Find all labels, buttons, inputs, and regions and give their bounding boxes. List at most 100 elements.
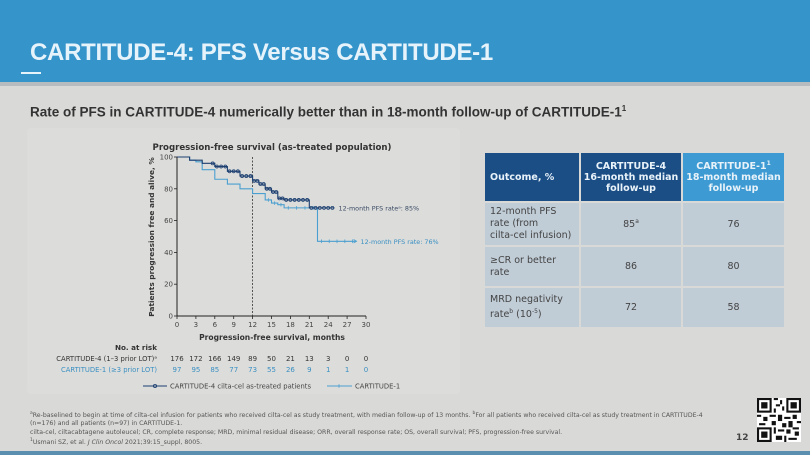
risk-value: 95 xyxy=(191,366,200,374)
x-tick-label: 27 xyxy=(343,321,352,329)
footnote-marker: b xyxy=(472,411,476,416)
censor-marker xyxy=(261,182,266,186)
qr-code-icon[interactable] xyxy=(757,398,801,442)
x-tick-label: 30 xyxy=(362,321,371,329)
censor-marker xyxy=(210,161,215,166)
censor-marker xyxy=(292,198,297,202)
censor-marker xyxy=(255,178,260,183)
label-line: cilta-cel infusion) xyxy=(490,230,572,241)
risk-value: 0 xyxy=(364,366,368,374)
header-line: follow-up xyxy=(606,182,656,194)
risk-value: 9 xyxy=(307,366,311,374)
censor-marker xyxy=(280,196,285,201)
header-cartitude-4: CARTITUDE-4 16-month median follow-up xyxy=(581,153,681,201)
x-tick-label: 3 xyxy=(194,321,198,329)
slide-subtitle: Rate of PFS in CARTITUDE-4 numerically b… xyxy=(30,104,626,120)
risk-value: 97 xyxy=(173,366,182,374)
label-line: rate (from xyxy=(490,218,539,229)
footnote-text: Re-baselined to begin at time of cilta-c… xyxy=(32,412,473,420)
header-line: CARTITUDE-4 xyxy=(595,160,667,172)
risk-value: 1 xyxy=(345,366,349,374)
risk-value: 21 xyxy=(286,355,295,363)
slide-title: CARTITUDE-4: PFS Versus CARTITUDE-1 xyxy=(30,39,493,66)
footnote-marker: 1 xyxy=(30,437,33,443)
reference-authors: Usmani SZ, et al. xyxy=(32,439,88,447)
risk-value: 149 xyxy=(227,355,240,363)
censor-marker xyxy=(296,198,301,202)
reference-journal: J Clin Oncol xyxy=(87,439,123,447)
cartitude-1-value: 76 xyxy=(683,203,784,245)
censor-marker xyxy=(227,169,232,174)
risk-value: 89 xyxy=(248,355,257,363)
x-tick-label: 6 xyxy=(213,321,218,329)
risk-value: 1 xyxy=(326,366,330,374)
chart-panel xyxy=(27,128,460,394)
subtitle-reference: 1 xyxy=(621,104,627,113)
censor-marker xyxy=(240,174,245,178)
footnote-text: For all patients who received cilta-cel … xyxy=(475,412,703,420)
outcomes-table: Outcome, % CARTITUDE-4 16-month median fol… xyxy=(483,151,786,329)
x-tick-label: 21 xyxy=(305,321,314,329)
header-line: follow-up xyxy=(708,183,759,195)
risk-value: 172 xyxy=(189,355,202,363)
y-tick-label: 100 xyxy=(160,154,173,162)
row-label: 12-month PFS rate (from cilta-cel infusion… xyxy=(485,203,579,245)
legend-cartitude-1-label: CARTITUDE-1 xyxy=(355,382,400,390)
cartitude-4-curve xyxy=(177,156,335,209)
footnotes: aRe-baselined to begin at time of cilta-… xyxy=(30,410,730,447)
censor-marker xyxy=(309,205,314,210)
header-reference: 1 xyxy=(766,159,771,167)
value-footnote: a xyxy=(635,217,639,225)
censor-marker xyxy=(268,186,272,191)
risk-row-label-cartitude-1: CARTITUDE-1 (≥3 prior LOT) xyxy=(61,366,157,374)
y-tick-label: 40 xyxy=(164,249,173,257)
risk-table-header: No. at risk xyxy=(115,343,157,352)
censor-marker xyxy=(284,198,289,202)
label-line: rate xyxy=(490,266,510,278)
risk-value: 73 xyxy=(248,366,257,374)
censor-marker xyxy=(322,205,326,210)
label-line: ≥CR or better xyxy=(490,254,557,266)
row-label: MRD negativity rateb (10-5) xyxy=(485,288,579,327)
legend-cartitude-4-marker xyxy=(152,383,157,388)
y-axis-label: Patients progression free and alive, % xyxy=(147,157,156,317)
censor-marker xyxy=(288,198,293,202)
censor-marker xyxy=(305,198,310,202)
legend-cartitude-4-label: CARTITUDE-4 cilta-cel as-treated patient… xyxy=(170,382,311,390)
x-tick-label: 12 xyxy=(248,321,257,329)
label-line: MRD negativity xyxy=(490,293,563,305)
value-text: 85 xyxy=(623,219,636,231)
risk-value: 0 xyxy=(345,355,349,363)
risk-value: 50 xyxy=(267,355,276,363)
censor-marker xyxy=(326,205,331,210)
table-row: ≥CR or better rate 86 80 xyxy=(485,247,784,286)
reference-1: 1Usmani SZ, et al. J Clin Oncol 2021;39:… xyxy=(30,437,730,447)
y-tick-label: 0 xyxy=(169,313,173,321)
censor-marker xyxy=(301,198,305,202)
risk-value: 0 xyxy=(364,355,368,363)
table-row: 12-month PFS rate (from cilta-cel infusion… xyxy=(485,203,784,245)
risk-value: 176 xyxy=(170,355,184,363)
x-axis-label: Progression-free survival, months xyxy=(199,333,345,342)
curve-end-marker xyxy=(353,239,358,244)
bottom-bar xyxy=(0,451,810,455)
risk-value: 85 xyxy=(210,366,219,374)
y-tick-label: 20 xyxy=(164,281,173,289)
x-tick-label: 24 xyxy=(324,321,333,329)
y-tick-label: 60 xyxy=(164,217,173,225)
censor-marker xyxy=(231,169,236,174)
cartitude-1-annotation: 12-month PFS rate: 76% xyxy=(361,238,439,246)
risk-value: 13 xyxy=(305,355,314,363)
header-divider xyxy=(0,82,810,86)
risk-value: 77 xyxy=(229,366,238,374)
cartitude-1-curve xyxy=(177,156,357,242)
censor-marker xyxy=(214,164,219,169)
header-line: CARTITUDE-1 xyxy=(696,161,767,173)
page-number: 12 xyxy=(736,433,749,443)
censor-marker xyxy=(248,174,253,178)
footnote-a: aRe-baselined to begin at time of cilta-… xyxy=(30,410,730,420)
subtitle-text: Rate of PFS in CARTITUDE-4 numerically b… xyxy=(30,104,622,120)
table-row: MRD negativity rateb (10-5) 72 58 xyxy=(485,288,784,327)
label-line: (10 xyxy=(513,309,532,321)
